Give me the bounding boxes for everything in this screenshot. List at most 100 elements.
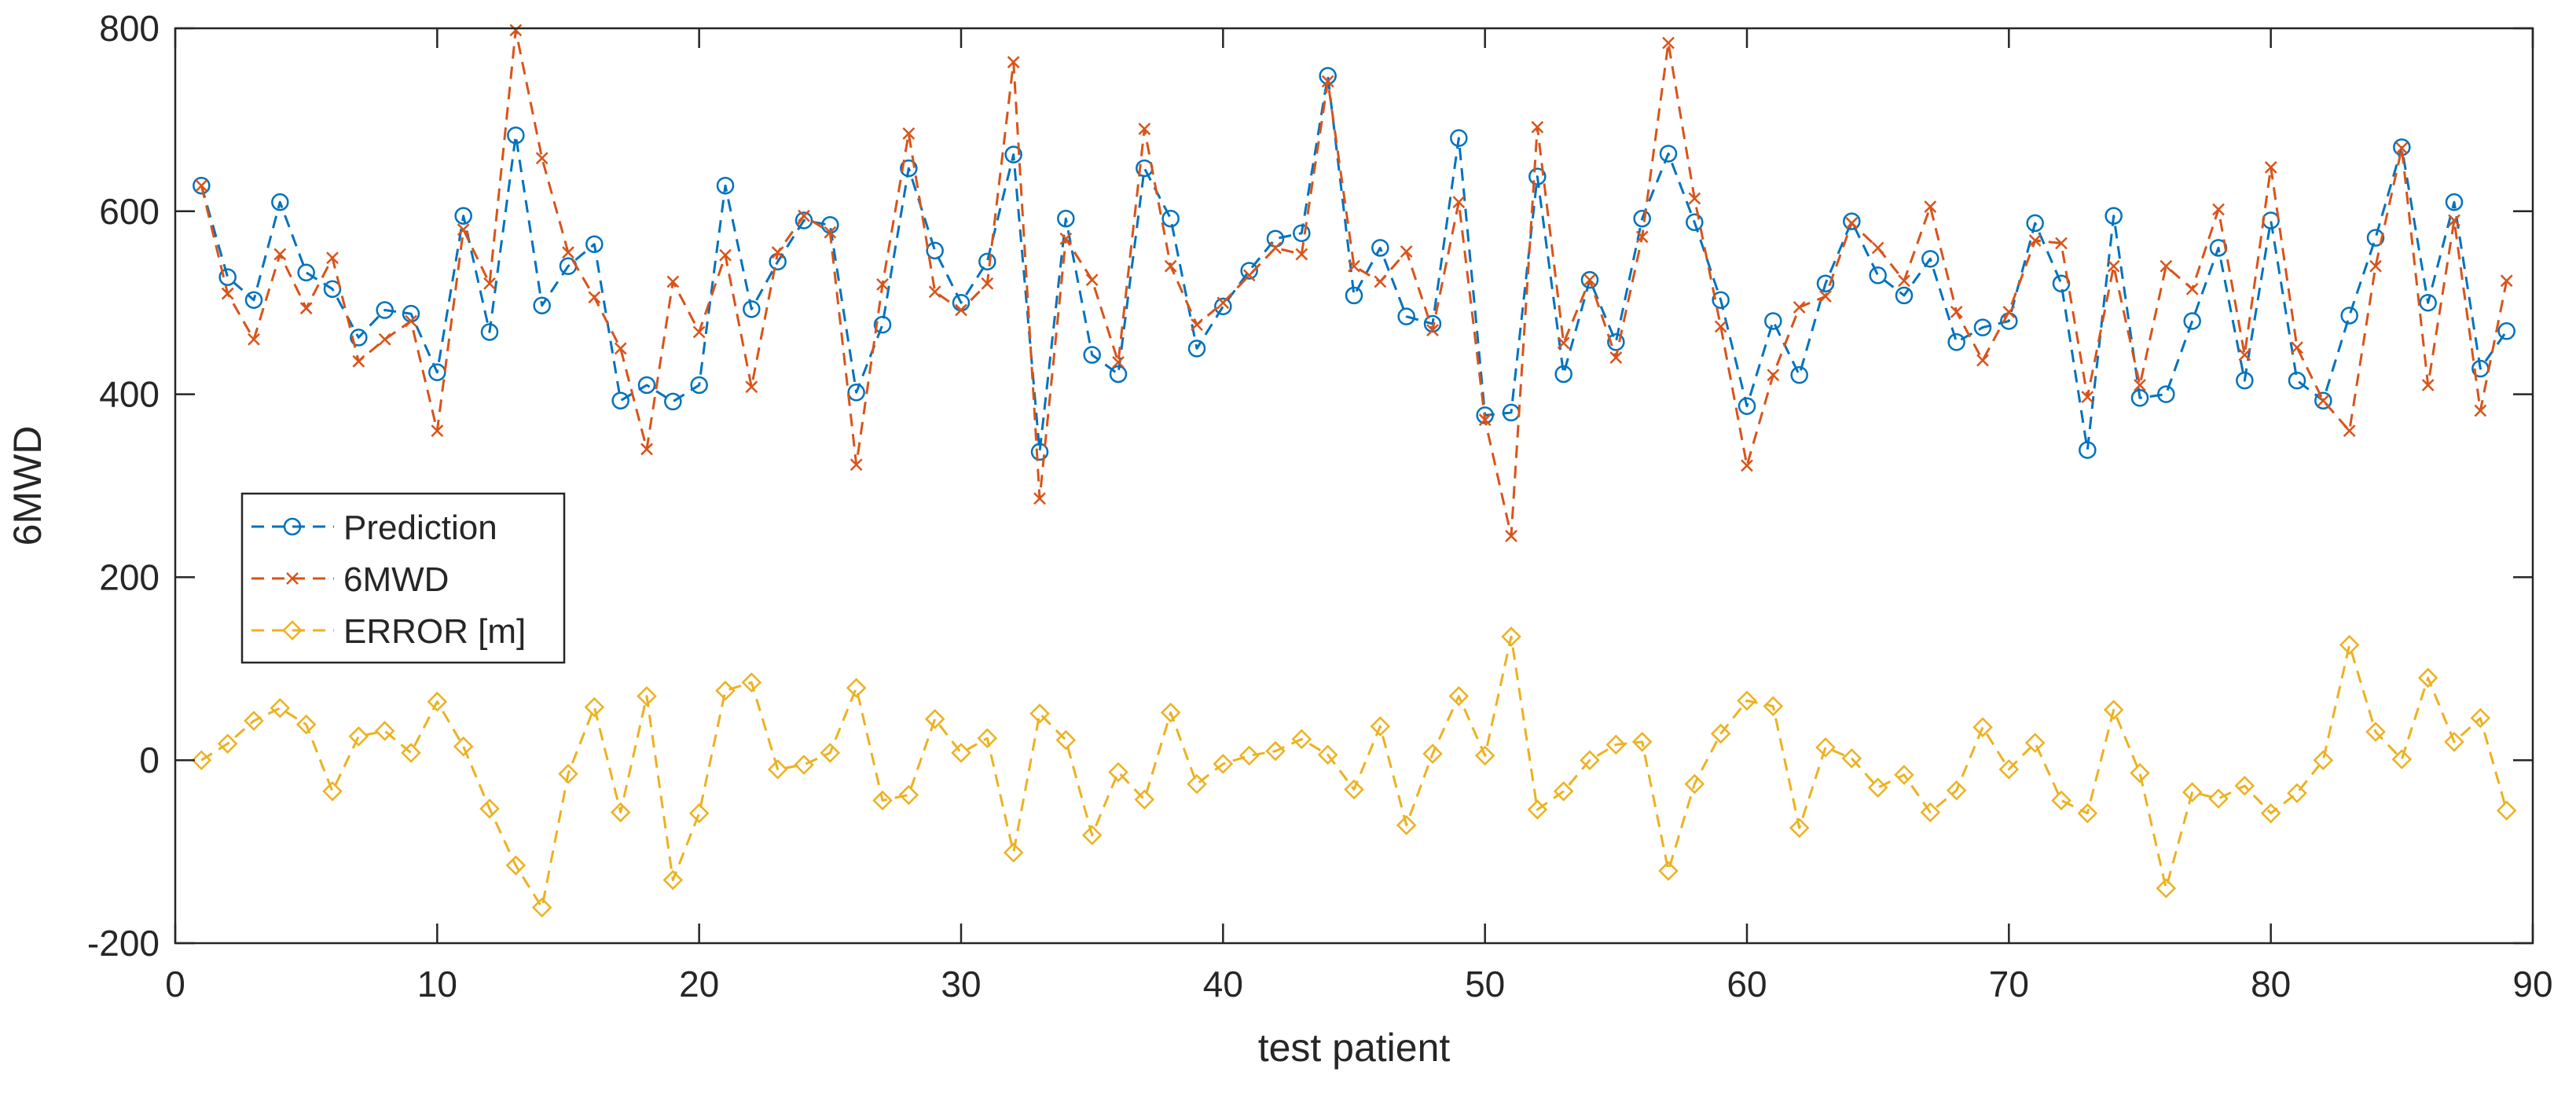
series-2-point-36: [1108, 762, 1128, 783]
series-1-point-49-stroke-b: [1452, 196, 1466, 209]
series-2-point-11: [453, 736, 474, 757]
series-0-point-8: [376, 301, 394, 319]
series-1-point-23-stroke-b: [771, 246, 784, 259]
series-1-point-61: [1767, 369, 1780, 382]
series-0-point-49: [1450, 129, 1468, 147]
series-1-point-19: [666, 275, 680, 288]
y-tick-label-0: 0: [139, 740, 160, 780]
series-1-point-28: [902, 127, 916, 140]
series-1-point-88: [2474, 404, 2487, 417]
series-1-point-64: [1845, 217, 1859, 230]
series-1-point-6: [326, 252, 339, 265]
series-1-point-34: [1059, 232, 1073, 245]
series-2-point-77: [2182, 782, 2203, 802]
series-1-point-20: [692, 325, 706, 339]
series-1-point-65-stroke-b: [1871, 241, 1884, 255]
series-1-point-44-stroke-b: [1321, 75, 1334, 88]
series-0-point-22: [743, 300, 761, 318]
series-1-point-51-stroke-b: [1505, 530, 1517, 542]
series-0-point-27: [873, 315, 892, 334]
series-0-point-89: [2497, 322, 2515, 340]
series-0-point-87: [2445, 193, 2464, 211]
series-2-point-40: [1213, 754, 1234, 774]
series-0-point-56: [1633, 209, 1651, 228]
series-2-point-66: [1894, 765, 1914, 785]
series-1-point-14: [535, 152, 549, 165]
series-2-point-34: [1055, 729, 1077, 751]
series-1-point-45-stroke-b: [1348, 259, 1360, 273]
series-0-point-81: [2288, 371, 2306, 390]
series-0-point-55: [1607, 333, 1625, 351]
series-1-point-5: [299, 302, 313, 315]
series-0-point-7: [350, 329, 368, 347]
series-2-point-75: [2130, 762, 2150, 784]
series-2-point-68: [1946, 780, 1967, 801]
series-0-point-40: [1214, 297, 1232, 316]
series-2-point-82: [2313, 750, 2334, 770]
series-1-point-33: [1033, 492, 1046, 505]
series-2-point-6: [322, 781, 343, 802]
series-1-point-38: [1164, 259, 1177, 273]
series-2-point-42: [1265, 740, 1286, 762]
series-1-point-60: [1741, 459, 1753, 472]
series-0-point-52: [1528, 167, 1547, 185]
series-2-point-29: [924, 709, 945, 729]
series-1-point-85: [2395, 141, 2409, 155]
series-1-point-42-stroke-b: [1269, 241, 1282, 255]
series-0-point-60: [1738, 397, 1756, 415]
series-1-point-24: [798, 209, 810, 222]
series-0-point-11: [454, 207, 472, 225]
series-1-point-75-stroke-b: [2134, 379, 2146, 391]
series-1-point-75: [2134, 379, 2146, 391]
series-1-point-48: [1426, 324, 1439, 337]
series-2-point-13: [505, 855, 527, 876]
series-1-point-87-stroke-b: [2448, 214, 2460, 227]
series-1-point-87: [2448, 214, 2460, 227]
series-2-point-69: [1972, 717, 1993, 738]
series-1-point-82: [2317, 394, 2330, 407]
series-0-point-47: [1397, 307, 1415, 325]
series-0-point-66: [1895, 286, 1914, 305]
series-1-point-22-stroke-b: [745, 380, 758, 394]
series-0-point-59: [1712, 291, 1730, 309]
series-1-point-16: [588, 291, 601, 304]
series-1-point-64-stroke-b: [1845, 217, 1859, 230]
series-2: [191, 626, 2517, 918]
series-1-point-70: [2002, 305, 2016, 318]
series-1-point-31: [981, 277, 994, 290]
series-2-point-25: [820, 743, 841, 763]
series-2-point-70: [1998, 759, 2020, 780]
series-1-point-18: [640, 443, 653, 456]
series-0-point-67: [1921, 250, 1939, 268]
series-1-point-7: [352, 354, 365, 368]
series-0-point-32: [1004, 145, 1022, 163]
series-2-point-39: [1187, 773, 1207, 795]
series-1-point-55: [1609, 351, 1623, 364]
series-1-point-12-stroke-b: [483, 277, 496, 290]
series-2-point-31: [977, 728, 998, 749]
series-0-point-75: [2130, 389, 2149, 407]
series-1-point-81-stroke-b: [2291, 341, 2303, 354]
y-tick-label-600: 600: [99, 191, 160, 232]
series-2-point-37: [1134, 789, 1155, 810]
series-2-point-78: [2208, 788, 2229, 809]
x-tick-label-10: 10: [417, 964, 457, 1004]
series-2-point-89: [2496, 800, 2517, 821]
series-0-point-33: [1030, 443, 1049, 461]
legend-marker-0: [283, 517, 302, 536]
series-1-point-27-stroke-b: [876, 278, 889, 291]
x-tick-label-50: 50: [1465, 964, 1505, 1004]
series-2-point-60: [1737, 690, 1757, 711]
y-tick-label--200: -200: [87, 923, 160, 964]
legend-marker-2: [282, 620, 303, 641]
series-1-point-89-stroke-b: [2500, 274, 2513, 288]
series-0-point-79: [2236, 371, 2254, 390]
series-0-point-13: [507, 126, 525, 145]
series-1-point-54: [1583, 274, 1596, 286]
series-2-point-86: [2417, 667, 2438, 689]
series-2-point-61: [1763, 696, 1784, 717]
series-1-point-70-stroke-b: [2002, 305, 2016, 318]
series-1-point-17-stroke-b: [614, 342, 627, 355]
series-2-point-52: [1527, 799, 1548, 820]
series-1-point-72: [2055, 237, 2068, 250]
